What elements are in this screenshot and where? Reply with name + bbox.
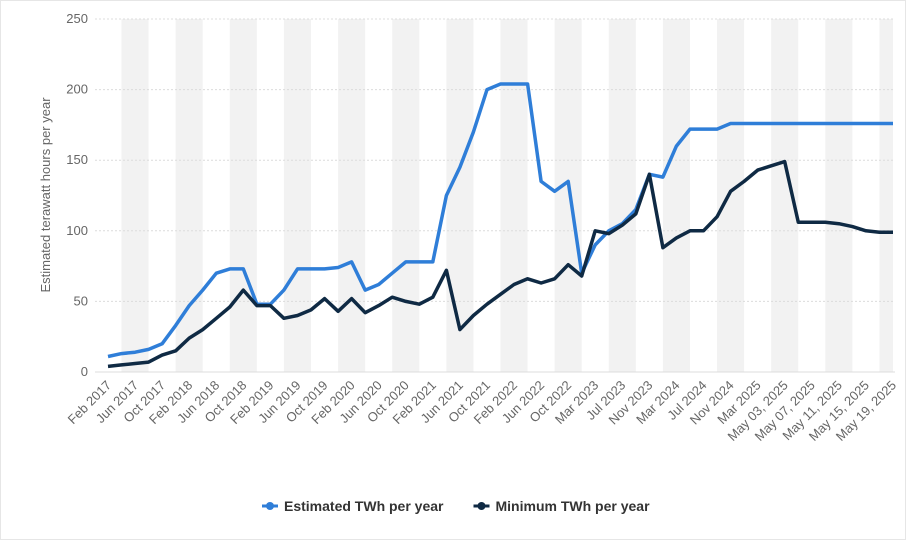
band xyxy=(121,19,149,372)
series-line xyxy=(107,159,893,369)
series-line xyxy=(107,82,893,359)
y-tick-label: 200 xyxy=(66,82,88,97)
y-tick-label: 250 xyxy=(66,11,88,26)
legend-marker xyxy=(266,502,274,510)
band xyxy=(175,19,203,372)
y-tick-label: 0 xyxy=(81,364,88,379)
band xyxy=(446,19,474,372)
band xyxy=(771,19,799,372)
band xyxy=(229,19,257,372)
y-tick-label: 150 xyxy=(66,152,88,167)
band xyxy=(662,19,690,372)
y-tick-label: 100 xyxy=(66,223,88,238)
band xyxy=(608,19,636,372)
band xyxy=(554,19,582,372)
bands xyxy=(121,19,893,372)
legend-marker xyxy=(477,502,486,510)
legend-label: Minimum TWh per year xyxy=(496,498,651,514)
legend: Estimated TWh per year Minimum TWh per ye… xyxy=(262,498,650,514)
band xyxy=(500,19,528,372)
y-axis-label: Estimated terawatt hours per year xyxy=(38,97,53,293)
band xyxy=(825,19,853,372)
band xyxy=(717,19,745,372)
grid xyxy=(95,18,895,373)
y-tick-label: 50 xyxy=(74,293,88,308)
band xyxy=(338,19,366,372)
band xyxy=(879,19,893,372)
band xyxy=(392,19,420,372)
lines xyxy=(107,82,893,369)
legend-label: Estimated TWh per year xyxy=(284,498,444,514)
